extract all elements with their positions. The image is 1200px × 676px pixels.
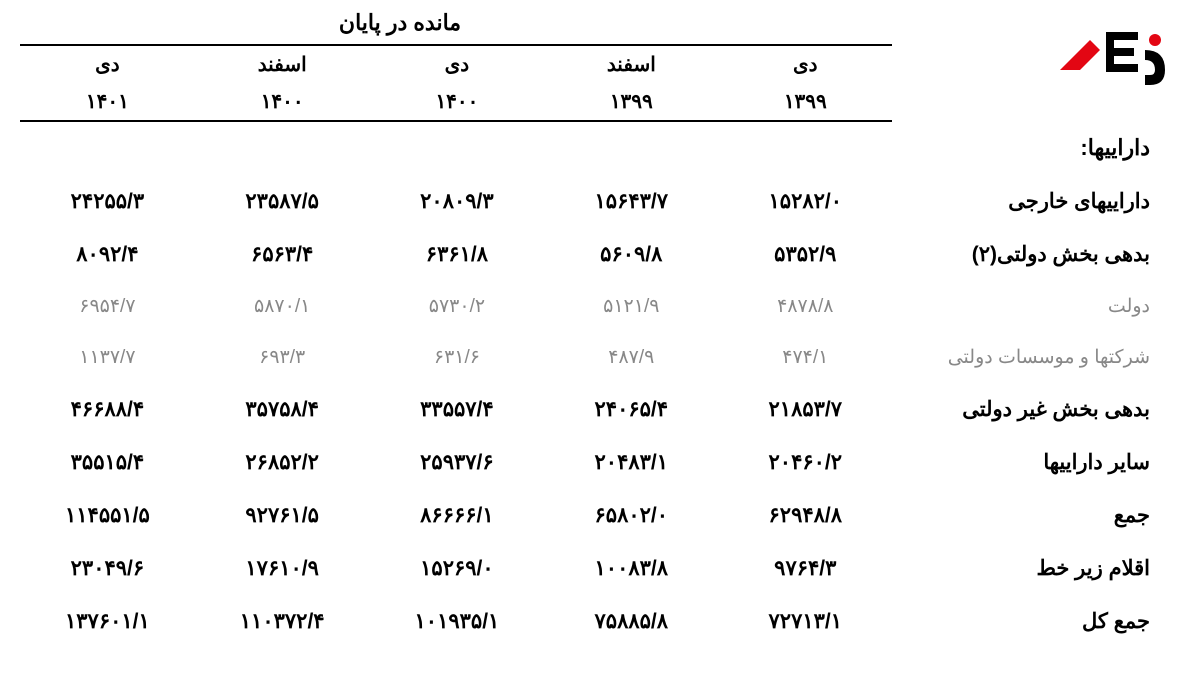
- data-cell: ۴۶۶۸۸/۴: [20, 383, 195, 436]
- data-cell: ۱۰۰۸۳/۸: [544, 542, 718, 595]
- data-cell: ۲۱۸۵۳/۷: [718, 383, 892, 436]
- data-cell: ۴۸۷/۹: [544, 332, 718, 383]
- data-cell: ۱۷۶۱۰/۹: [195, 542, 370, 595]
- data-cell: ۳۵۷۵۸/۴: [195, 383, 370, 436]
- data-cell: ۵۸۷۰/۱: [195, 281, 370, 332]
- data-cell: ۱۵۶۴۳/۷: [544, 175, 718, 228]
- data-cell: ۲۴۲۵۵/۳: [20, 175, 195, 228]
- financial-table: دی اسفند دی اسفند دی ۱۳۹۹ ۱۳۹۹ ۱۴۰۰ ۱۴۰۰…: [20, 44, 1180, 648]
- table-row: جمع کل۷۲۷۱۳/۱۷۵۸۸۵/۸۱۰۱۹۳۵/۱۱۱۰۳۷۲/۴۱۳۷۶…: [20, 595, 1180, 648]
- data-cell: ۶۳۶۱/۸: [370, 228, 545, 281]
- data-cell: ۴۷۴/۱: [718, 332, 892, 383]
- row-label: جمع کل: [892, 595, 1180, 648]
- data-cell: ۵۱۲۱/۹: [544, 281, 718, 332]
- data-cell: ۱۰۱۹۳۵/۱: [370, 595, 545, 648]
- brand-logo: [1050, 20, 1180, 90]
- data-cell: ۲۰۴۶۰/۲: [718, 436, 892, 489]
- row-label: داراییها:: [892, 121, 1180, 175]
- period-header: دی: [370, 45, 545, 83]
- table-row: جمع۶۲۹۴۸/۸۶۵۸۰۲/۰۸۶۶۶۶/۱۹۲۷۶۱/۵۱۱۴۵۵۱/۵: [20, 489, 1180, 542]
- row-label: بدهی بخش دولتی(۲): [892, 228, 1180, 281]
- data-cell: ۵۶۰۹/۸: [544, 228, 718, 281]
- year-header: ۱۴۰۰: [370, 83, 545, 121]
- data-cell: ۱۵۲۸۲/۰: [718, 175, 892, 228]
- table-header-title: مانده در پایان: [20, 10, 1180, 36]
- data-cell: ۶۵۶۳/۴: [195, 228, 370, 281]
- data-cell: ۶۵۸۰۲/۰: [544, 489, 718, 542]
- data-cell: [195, 121, 370, 175]
- data-cell: ۱۵۲۶۹/۰: [370, 542, 545, 595]
- data-cell: ۲۳۰۴۹/۶: [20, 542, 195, 595]
- data-cell: ۷۲۷۱۳/۱: [718, 595, 892, 648]
- data-cell: ۱۱۳۷/۷: [20, 332, 195, 383]
- table-header: دی اسفند دی اسفند دی ۱۳۹۹ ۱۳۹۹ ۱۴۰۰ ۱۴۰۰…: [20, 45, 1180, 121]
- row-label: دولت: [892, 281, 1180, 332]
- data-cell: ۴۸۷۸/۸: [718, 281, 892, 332]
- table-row: داراییهای خارجی۱۵۲۸۲/۰۱۵۶۴۳/۷۲۰۸۰۹/۳۲۳۵۸…: [20, 175, 1180, 228]
- data-cell: ۲۶۸۵۲/۲: [195, 436, 370, 489]
- row-label: بدهی بخش غیر دولتی: [892, 383, 1180, 436]
- data-cell: ۱۳۷۶۰۱/۱: [20, 595, 195, 648]
- table-row: دولت۴۸۷۸/۸۵۱۲۱/۹۵۷۳۰/۲۵۸۷۰/۱۶۹۵۴/۷: [20, 281, 1180, 332]
- period-header-row: دی اسفند دی اسفند دی: [20, 45, 1180, 83]
- data-cell: ۵۳۵۲/۹: [718, 228, 892, 281]
- row-label: شرکتها و موسسات دولتی: [892, 332, 1180, 383]
- period-header: اسفند: [544, 45, 718, 83]
- data-cell: ۷۵۸۸۵/۸: [544, 595, 718, 648]
- data-cell: ۶۹۵۴/۷: [20, 281, 195, 332]
- table-row: شرکتها و موسسات دولتی۴۷۴/۱۴۸۷/۹۶۳۱/۶۶۹۳/…: [20, 332, 1180, 383]
- period-header: دی: [718, 45, 892, 83]
- data-cell: ۲۵۹۳۷/۶: [370, 436, 545, 489]
- row-label: اقلام زیر خط: [892, 542, 1180, 595]
- data-cell: ۸۶۶۶۶/۱: [370, 489, 545, 542]
- data-cell: ۳۳۵۵۷/۴: [370, 383, 545, 436]
- period-header: دی: [20, 45, 195, 83]
- data-cell: ۱۱۴۵۵۱/۵: [20, 489, 195, 542]
- data-cell: ۶۹۳/۳: [195, 332, 370, 383]
- row-label: سایر داراییها: [892, 436, 1180, 489]
- data-cell: ۶۳۱/۶: [370, 332, 545, 383]
- data-cell: ۲۰۸۰۹/۳: [370, 175, 545, 228]
- data-cell: ۸۰۹۲/۴: [20, 228, 195, 281]
- data-cell: ۲۳۵۸۷/۵: [195, 175, 370, 228]
- period-header: اسفند: [195, 45, 370, 83]
- data-cell: ۵۷۳۰/۲: [370, 281, 545, 332]
- row-label: جمع: [892, 489, 1180, 542]
- data-cell: [718, 121, 892, 175]
- data-cell: ۲۴۰۶۵/۴: [544, 383, 718, 436]
- financial-table-container: مانده در پایان دی اسفند دی اسفند دی ۱۳۹۹…: [0, 0, 1200, 668]
- logo-svg: [1050, 20, 1180, 90]
- data-cell: ۱۱۰۳۷۲/۴: [195, 595, 370, 648]
- table-row: داراییها:: [20, 121, 1180, 175]
- data-cell: [20, 121, 195, 175]
- year-header: ۱۳۹۹: [718, 83, 892, 121]
- data-cell: ۹۷۶۴/۳: [718, 542, 892, 595]
- table-row: بدهی بخش دولتی(۲)۵۳۵۲/۹۵۶۰۹/۸۶۳۶۱/۸۶۵۶۳/…: [20, 228, 1180, 281]
- table-row: سایر داراییها۲۰۴۶۰/۲۲۰۴۸۳/۱۲۵۹۳۷/۶۲۶۸۵۲/…: [20, 436, 1180, 489]
- data-cell: [370, 121, 545, 175]
- data-cell: ۳۵۵۱۵/۴: [20, 436, 195, 489]
- year-header-row: ۱۳۹۹ ۱۳۹۹ ۱۴۰۰ ۱۴۰۰ ۱۴۰۱: [20, 83, 1180, 121]
- year-header: ۱۴۰۱: [20, 83, 195, 121]
- data-cell: ۲۰۴۸۳/۱: [544, 436, 718, 489]
- year-header: ۱۴۰۰: [195, 83, 370, 121]
- table-row: بدهی بخش غیر دولتی۲۱۸۵۳/۷۲۴۰۶۵/۴۳۳۵۵۷/۴۳…: [20, 383, 1180, 436]
- year-header: ۱۳۹۹: [544, 83, 718, 121]
- data-cell: [544, 121, 718, 175]
- table-row: اقلام زیر خط۹۷۶۴/۳۱۰۰۸۳/۸۱۵۲۶۹/۰۱۷۶۱۰/۹۲…: [20, 542, 1180, 595]
- table-body: داراییها:داراییهای خارجی۱۵۲۸۲/۰۱۵۶۴۳/۷۲۰…: [20, 121, 1180, 648]
- data-cell: ۹۲۷۶۱/۵: [195, 489, 370, 542]
- data-cell: ۶۲۹۴۸/۸: [718, 489, 892, 542]
- row-label: داراییهای خارجی: [892, 175, 1180, 228]
